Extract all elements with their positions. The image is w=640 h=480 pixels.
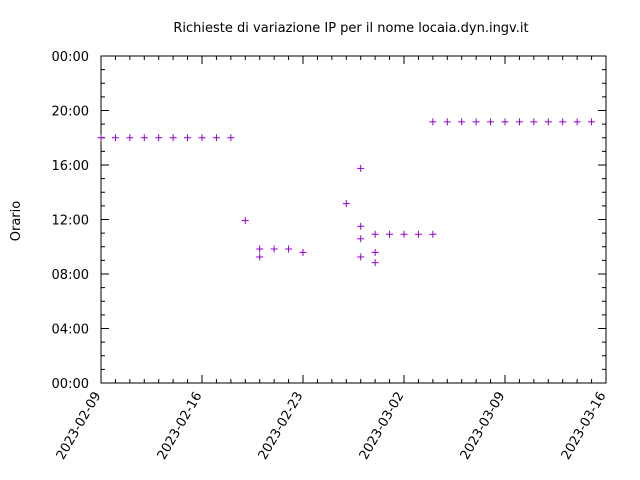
data-point xyxy=(515,118,523,126)
data-point xyxy=(371,259,379,267)
data-point xyxy=(227,134,235,142)
y-axis-label: Orario xyxy=(9,201,24,242)
data-point xyxy=(530,118,538,126)
data-point xyxy=(140,134,148,142)
y-axis-ticks: 00:00 04:00 08:00 12:00 16:00 20:00 00:00 xyxy=(52,50,606,392)
data-point xyxy=(342,200,350,208)
data-point xyxy=(126,134,134,142)
data-point xyxy=(357,222,365,230)
y-tick-label: 12:00 xyxy=(52,214,89,229)
data-point xyxy=(184,134,192,142)
data-point xyxy=(241,217,249,225)
data-point xyxy=(198,134,206,142)
y-tick-label: 08:00 xyxy=(52,268,89,283)
y-tick-label: 16:00 xyxy=(52,159,89,174)
y-tick-label: 20:00 xyxy=(52,105,89,120)
data-point xyxy=(256,245,264,253)
data-point xyxy=(443,118,451,126)
data-point xyxy=(111,134,119,142)
data-point xyxy=(97,134,105,142)
data-point xyxy=(559,118,567,126)
data-point xyxy=(299,248,307,256)
data-point xyxy=(256,253,264,261)
data-point xyxy=(371,230,379,238)
data-point xyxy=(386,230,394,238)
data-point xyxy=(357,164,365,172)
data-point xyxy=(400,230,408,238)
minor-ticks xyxy=(101,56,606,383)
data-point xyxy=(544,118,552,126)
y-tick-label: 00:00 xyxy=(52,50,89,65)
data-point xyxy=(573,118,581,126)
data-point xyxy=(501,118,509,126)
data-point xyxy=(155,134,163,142)
data-point xyxy=(169,134,177,142)
chart-title: Richieste di variazione IP per il nome l… xyxy=(173,21,528,36)
data-point xyxy=(357,235,365,243)
data-point xyxy=(270,245,278,253)
y-tick-label: 00:00 xyxy=(52,377,89,392)
data-point xyxy=(472,118,480,126)
data-point xyxy=(285,245,293,253)
data-point xyxy=(588,118,596,126)
data-point xyxy=(357,253,365,261)
data-point xyxy=(212,134,220,142)
data-point xyxy=(429,230,437,238)
data-point xyxy=(429,118,437,126)
data-point xyxy=(414,230,422,238)
data-point xyxy=(371,248,379,256)
data-points xyxy=(97,118,596,267)
data-point xyxy=(487,118,495,126)
data-point xyxy=(458,118,466,126)
y-tick-label: 04:00 xyxy=(52,323,89,338)
